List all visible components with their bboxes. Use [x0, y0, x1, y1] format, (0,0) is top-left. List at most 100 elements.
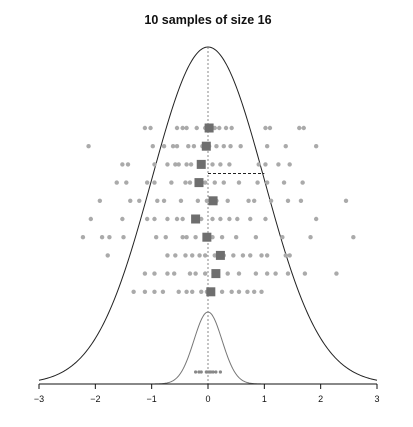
- sample-point: [253, 235, 259, 240]
- sample-row: [131, 287, 264, 297]
- sample-mean-marker: [194, 178, 204, 188]
- strip-mean-point: [214, 370, 218, 374]
- sample-point: [153, 235, 159, 240]
- sample-point: [187, 180, 193, 185]
- sample-mean-marker: [196, 159, 206, 169]
- sample-point: [152, 180, 157, 185]
- sample-point: [150, 144, 155, 149]
- sample-point: [225, 271, 230, 276]
- sample-mean-marker: [202, 232, 212, 242]
- sample-point: [184, 235, 189, 240]
- sample-point: [212, 253, 217, 258]
- sample-point: [248, 253, 253, 258]
- sample-point: [197, 253, 202, 258]
- sample-point: [176, 162, 181, 167]
- sample-point: [128, 198, 133, 203]
- sample-point: [193, 271, 198, 276]
- sample-row: [88, 214, 319, 224]
- sample-point: [120, 162, 125, 167]
- sample-point: [195, 198, 201, 203]
- sample-point: [264, 180, 270, 185]
- sample-point: [285, 271, 291, 276]
- sample-point: [227, 162, 232, 167]
- strip-mean-point: [199, 370, 203, 374]
- sample-point: [217, 125, 222, 131]
- sample-mean-marker: [206, 287, 216, 297]
- sample-point: [287, 253, 292, 258]
- sample-point: [165, 162, 170, 167]
- sample-point: [194, 125, 199, 131]
- sample-point: [142, 125, 148, 131]
- sample-point: [280, 235, 285, 240]
- sample-point: [190, 253, 195, 258]
- sample-point: [202, 253, 208, 258]
- sample-point: [125, 162, 131, 167]
- sample-point: [184, 162, 189, 167]
- sample-point: [148, 125, 153, 131]
- sample-point: [245, 289, 250, 294]
- sample-point: [202, 180, 208, 185]
- sample-point: [235, 216, 240, 222]
- sample-point: [142, 289, 148, 294]
- sample-point: [267, 125, 273, 131]
- sample-point: [253, 271, 259, 276]
- sample-point: [105, 253, 110, 258]
- sample-point: [273, 271, 278, 276]
- sample-point: [174, 216, 180, 222]
- sample-point: [121, 235, 126, 240]
- sample-point: [313, 216, 319, 222]
- sample-point: [178, 198, 184, 203]
- sample-point: [283, 144, 288, 149]
- sample-point: [169, 180, 174, 185]
- x-tick-label: 0: [205, 394, 210, 404]
- sample-point: [300, 180, 305, 185]
- sample-point: [172, 271, 177, 276]
- sample-point: [180, 125, 185, 131]
- sample-row: [114, 178, 305, 188]
- strip-mean-point: [197, 370, 201, 374]
- sample-point: [264, 144, 270, 149]
- sample-point: [251, 198, 257, 203]
- sample-point: [184, 289, 189, 294]
- sample-point: [180, 216, 185, 222]
- sample-point: [165, 271, 170, 276]
- sample-point: [188, 162, 194, 167]
- sample-point: [210, 216, 215, 222]
- sample-point: [173, 253, 178, 258]
- sample-point: [212, 125, 217, 131]
- strip-mean-point: [205, 370, 209, 374]
- sample-point: [142, 271, 148, 276]
- sample-point: [223, 125, 229, 131]
- sample-point: [236, 271, 242, 276]
- sample-point: [163, 235, 168, 240]
- sample-point: [236, 180, 242, 185]
- sample-point: [174, 125, 180, 131]
- sample-point: [88, 216, 94, 222]
- strip-mean-point: [209, 370, 213, 374]
- sample-point: [144, 180, 150, 185]
- sample-row: [142, 269, 339, 279]
- sample-point: [256, 162, 261, 167]
- sample-point: [155, 198, 160, 203]
- sample-point: [170, 144, 176, 149]
- sample-point: [193, 235, 198, 240]
- sample-point: [124, 180, 129, 185]
- sample-point: [202, 271, 208, 276]
- sample-point: [152, 271, 157, 276]
- sample-point: [191, 144, 197, 149]
- sample-mean-marker: [211, 269, 221, 279]
- sample-row: [142, 123, 306, 133]
- sample-point: [152, 216, 157, 222]
- sample-point: [298, 198, 304, 203]
- sample-point: [199, 289, 204, 294]
- sample-point: [176, 289, 181, 294]
- sample-point: [268, 198, 274, 203]
- sample-point: [165, 253, 170, 258]
- sample-mean-marker: [208, 196, 218, 206]
- sample-point: [246, 198, 251, 203]
- sample-point: [160, 289, 166, 294]
- strip-mean-point: [211, 370, 215, 374]
- sample-means-strip: [194, 370, 222, 374]
- sample-point: [221, 144, 226, 149]
- sample-point: [343, 198, 349, 203]
